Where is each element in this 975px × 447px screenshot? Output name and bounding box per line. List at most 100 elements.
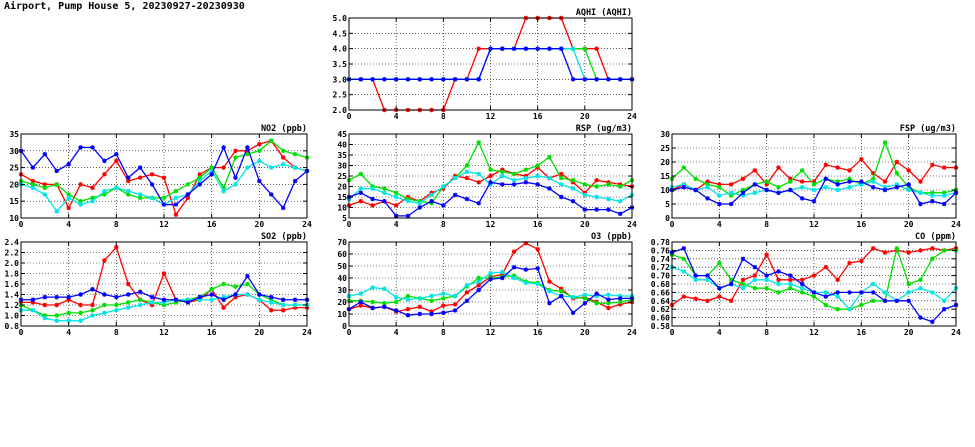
data-point	[930, 190, 935, 195]
data-point	[417, 311, 422, 317]
data-point	[882, 185, 888, 190]
y-tick-label: 25	[9, 164, 19, 173]
data-point	[618, 77, 623, 82]
data-point	[464, 163, 470, 168]
data-point	[269, 165, 274, 170]
data-point	[594, 77, 599, 82]
data-point	[941, 190, 947, 195]
data-point	[570, 77, 576, 82]
data-point	[464, 77, 470, 82]
y-tick-label: 0.62	[651, 305, 670, 314]
data-point	[705, 273, 710, 278]
data-point	[42, 294, 48, 300]
data-point	[570, 178, 576, 183]
data-point	[197, 182, 202, 187]
data-point	[835, 307, 840, 312]
x-tick-label: 12	[486, 328, 496, 337]
data-point	[221, 165, 226, 170]
data-point	[280, 162, 286, 167]
data-point	[788, 176, 793, 181]
data-point	[859, 290, 864, 295]
data-point	[126, 175, 131, 180]
data-point	[594, 301, 599, 306]
data-point	[606, 305, 611, 311]
data-point	[114, 158, 119, 164]
data-point	[752, 277, 758, 282]
data-point	[776, 290, 781, 295]
y-tick-label: 0.70	[651, 272, 670, 281]
data-point	[42, 185, 48, 190]
data-point	[835, 165, 840, 170]
data-point	[693, 176, 698, 181]
data-point	[441, 291, 446, 296]
data-point	[717, 182, 722, 187]
x-tick-label: 24	[302, 220, 312, 229]
data-point	[681, 246, 687, 251]
data-point	[717, 201, 722, 207]
y-tick-label: 15	[660, 172, 670, 181]
data-point	[488, 180, 493, 185]
data-point	[464, 169, 470, 174]
series-line	[671, 140, 957, 197]
data-point	[269, 297, 274, 302]
data-point	[847, 179, 852, 184]
data-point	[788, 273, 793, 278]
data-point	[292, 302, 298, 308]
y-tick-label: 70	[337, 238, 347, 247]
data-point	[464, 196, 470, 202]
data-point	[30, 308, 36, 313]
data-point	[870, 290, 876, 295]
data-point	[618, 184, 623, 189]
data-point	[137, 302, 143, 308]
data-point	[257, 141, 262, 147]
data-point	[358, 190, 363, 195]
data-point	[811, 182, 817, 187]
data-point	[441, 310, 446, 315]
data-point	[681, 294, 687, 299]
data-point	[269, 192, 274, 197]
data-point	[717, 193, 722, 198]
data-point	[717, 286, 722, 291]
data-point	[570, 186, 576, 191]
y-tick-label: 1.4	[5, 291, 20, 300]
data-point	[582, 46, 588, 51]
data-point	[930, 162, 935, 167]
data-point	[66, 162, 71, 167]
data-point	[752, 168, 758, 173]
data-point	[102, 188, 107, 194]
data-point	[54, 182, 59, 187]
data-point	[90, 287, 95, 292]
data-point	[870, 179, 876, 184]
y-tick-label: 5.0	[333, 14, 348, 23]
data-point	[197, 172, 202, 177]
data-point	[476, 283, 481, 288]
y-tick-label: 60	[337, 250, 347, 259]
data-point	[441, 77, 446, 82]
x-tick-label: 0	[347, 328, 352, 337]
data-point	[42, 192, 48, 197]
x-tick-label: 20	[904, 220, 914, 229]
data-point	[847, 185, 852, 190]
data-point	[161, 202, 167, 207]
y-tick-label: 30	[9, 147, 19, 156]
y-tick-label: 0.64	[651, 297, 670, 306]
data-point	[221, 294, 226, 300]
data-point	[606, 297, 611, 302]
y-tick-label: 30	[337, 286, 347, 295]
data-point	[233, 148, 238, 153]
data-point	[918, 190, 923, 195]
data-point	[209, 168, 214, 174]
x-tick-label: 20	[255, 220, 265, 229]
x-tick-label: 16	[207, 220, 217, 229]
y-tick-label: 20	[9, 180, 19, 189]
y-tick-label: 35	[9, 130, 19, 139]
data-point	[126, 292, 131, 297]
data-point	[233, 284, 238, 289]
data-point	[405, 213, 411, 219]
data-point	[511, 171, 517, 177]
y-tick-label: 25	[337, 172, 347, 181]
data-point	[42, 182, 48, 187]
data-point	[429, 199, 434, 204]
data-point	[452, 77, 458, 82]
data-point	[221, 185, 226, 190]
